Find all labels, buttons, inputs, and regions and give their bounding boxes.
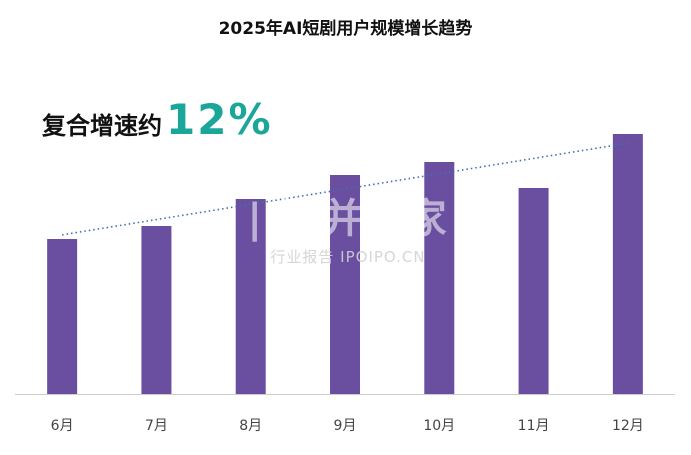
bar-12-month <box>612 134 643 394</box>
x-tick-label: 12月 <box>612 418 644 434</box>
bars-group <box>47 134 643 394</box>
trendline <box>62 142 628 236</box>
x-tick-label: 8月 <box>239 418 262 434</box>
x-tick-label: 10月 <box>423 418 455 434</box>
cagr-value: 12% <box>166 95 273 144</box>
bar-8-month <box>235 199 266 394</box>
cagr-annotation: 复合增速约 12% <box>42 95 273 144</box>
x-tick-label: 9月 <box>334 418 357 434</box>
x-tick-labels: 6月 7月 8月 9月 10月 11月 12月 <box>51 418 644 434</box>
bar-9-month <box>330 175 360 394</box>
bar-7-month <box>141 226 172 394</box>
x-tick-label: 6月 <box>51 418 74 434</box>
cagr-label: 复合增速约 <box>42 112 162 140</box>
x-tick-label: 7月 <box>145 418 168 434</box>
bar-11-month <box>518 188 549 394</box>
chart-title: 2025年AI短剧用户规模增长趋势 <box>218 19 473 39</box>
bar-6-month <box>47 239 78 394</box>
bar-10-month <box>424 162 455 394</box>
x-tick-label: 11月 <box>518 418 550 434</box>
